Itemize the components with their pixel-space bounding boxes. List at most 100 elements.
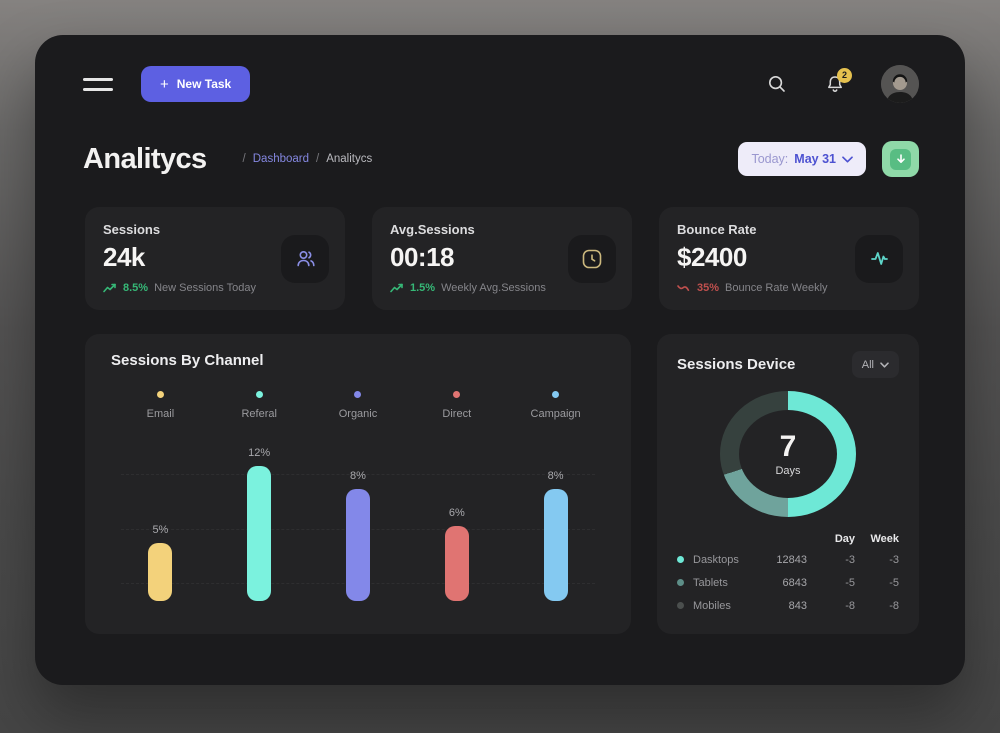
row-label: Dasktops bbox=[693, 553, 739, 566]
avatar-image bbox=[881, 65, 919, 103]
breadcrumb: / Dashboard / Analitycs bbox=[243, 153, 373, 165]
breadcrumb-link-dashboard[interactable]: Dashboard bbox=[252, 153, 310, 165]
download-icon bbox=[890, 148, 911, 170]
legend-item: Email bbox=[111, 391, 210, 420]
bar-column: 6% bbox=[407, 507, 506, 601]
row-week-value: -8 bbox=[889, 599, 899, 612]
stat-icon-box bbox=[281, 234, 329, 283]
legend-dot bbox=[156, 391, 164, 398]
users-icon bbox=[294, 247, 317, 270]
bar-value-label: 8% bbox=[547, 470, 564, 482]
row-value: 6843 bbox=[782, 576, 807, 589]
channel-bars-chart: 5% 12% 8% bbox=[111, 420, 605, 601]
bar bbox=[148, 543, 173, 601]
new-task-label: New Task bbox=[176, 77, 232, 91]
bar-value-label: 8% bbox=[350, 470, 366, 482]
legend-dot bbox=[552, 391, 560, 398]
row-value: 12843 bbox=[776, 553, 807, 566]
row-label: Mobiles bbox=[693, 599, 731, 612]
bar-value-label: 6% bbox=[448, 507, 465, 519]
legend-dot bbox=[354, 391, 362, 398]
row-dot bbox=[677, 556, 684, 563]
dashboard-window: + New Task 2 bbox=[35, 35, 965, 685]
stat-description: Weekly Avg.Sessions bbox=[441, 282, 546, 294]
stat-trend: 35% bbox=[697, 282, 720, 294]
table-header-day: Day bbox=[834, 533, 855, 545]
stat-trend: 1.5% bbox=[410, 282, 436, 294]
row-dot bbox=[677, 602, 684, 609]
stat-card-sessions: Sessions 24k 8.5% New Sessions Today bbox=[85, 207, 345, 310]
device-donut-chart: 7 Days bbox=[720, 391, 856, 517]
channel-legend: Email Referal Organic Direct bbox=[111, 391, 605, 420]
bar-column: 12% bbox=[210, 447, 309, 601]
legend-label: Organic bbox=[338, 408, 378, 420]
channel-panel-title: Sessions By Channel bbox=[111, 352, 264, 369]
stat-description: Bounce Rate Weekly bbox=[725, 282, 828, 294]
stat-label: Sessions bbox=[103, 222, 161, 237]
export-button[interactable] bbox=[882, 141, 919, 177]
row-week-value: -3 bbox=[889, 553, 899, 566]
trend-up-icon bbox=[390, 283, 404, 293]
sessions-device-panel: Sessions Device All 7 Days Day bbox=[657, 334, 919, 634]
row-value: 843 bbox=[788, 599, 807, 612]
date-filter-dropdown[interactable]: Today: May 31 bbox=[738, 142, 866, 176]
row-week-value: -5 bbox=[889, 576, 899, 589]
stat-icon-box bbox=[855, 234, 903, 283]
row-dot bbox=[677, 579, 684, 586]
bar-column: 8% bbox=[506, 470, 605, 601]
bar-value-label: 12% bbox=[248, 447, 271, 459]
donut-center: 7 Days bbox=[739, 410, 837, 498]
stat-label: Bounce Rate bbox=[677, 222, 757, 237]
chevron-down-icon bbox=[842, 155, 853, 163]
bar bbox=[543, 489, 568, 601]
stat-label: Avg.Sessions bbox=[390, 222, 475, 237]
stats-row: Sessions 24k 8.5% New Sessions Today bbox=[85, 207, 919, 310]
legend-dot bbox=[453, 391, 461, 398]
device-filter-value: All bbox=[861, 358, 874, 371]
stat-card-avg-sessions: Avg.Sessions 00:18 1.5% Weekly Avg.Sessi… bbox=[372, 207, 632, 310]
title-row: Analitycs / Dashboard / Analitycs Today:… bbox=[83, 141, 919, 177]
trend-down-icon bbox=[677, 283, 691, 293]
search-button[interactable] bbox=[767, 74, 787, 94]
stat-card-bounce-rate: Bounce Rate $2400 35% Bounce Rate Weekly bbox=[659, 207, 919, 310]
table-row: Dasktops 12843 -3 -3 bbox=[677, 548, 899, 571]
new-task-button[interactable]: + New Task bbox=[141, 66, 251, 102]
plus-icon: + bbox=[160, 75, 169, 93]
trend-up-icon bbox=[103, 283, 117, 293]
legend-dot bbox=[255, 391, 263, 398]
device-panel-title: Sessions Device bbox=[677, 356, 796, 373]
hamburger-menu-icon[interactable] bbox=[83, 77, 113, 91]
stat-description: New Sessions Today bbox=[154, 282, 256, 294]
breadcrumb-current: Analitycs bbox=[326, 153, 373, 165]
search-icon bbox=[767, 74, 787, 94]
row-day-value: -5 bbox=[845, 576, 855, 589]
row-label: Tablets bbox=[693, 576, 728, 589]
clock-icon bbox=[581, 248, 603, 270]
legend-item: Referal bbox=[210, 391, 309, 420]
bar-column: 8% bbox=[309, 470, 408, 601]
chevron-down-icon bbox=[880, 361, 889, 368]
pulse-icon bbox=[868, 247, 891, 270]
legend-label: Email bbox=[146, 408, 175, 420]
stat-trend: 8.5% bbox=[123, 282, 149, 294]
legend-label: Direct bbox=[442, 408, 472, 420]
table-row: Tablets 6843 -5 -5 bbox=[677, 571, 899, 594]
legend-item: Organic bbox=[309, 391, 408, 420]
bar-column: 5% bbox=[111, 524, 210, 601]
user-avatar[interactable] bbox=[881, 65, 919, 103]
device-table: Day Week Dasktops 12843 -3 -3 Tablets bbox=[677, 530, 899, 617]
breadcrumb-separator: / bbox=[316, 153, 320, 165]
bar bbox=[444, 526, 469, 601]
legend-item: Campaign bbox=[506, 391, 605, 420]
row-day-value: -8 bbox=[845, 599, 855, 612]
bar bbox=[345, 489, 370, 601]
legend-item: Direct bbox=[407, 391, 506, 420]
gridline bbox=[121, 474, 595, 476]
topbar: + New Task 2 bbox=[83, 65, 919, 103]
date-filter-value: May 31 bbox=[794, 152, 836, 166]
donut-center-label: Days bbox=[775, 464, 801, 477]
date-filter-prefix: Today: bbox=[751, 152, 789, 166]
breadcrumb-separator: / bbox=[242, 153, 246, 165]
bar bbox=[247, 466, 272, 601]
device-filter-dropdown[interactable]: All bbox=[851, 351, 899, 378]
